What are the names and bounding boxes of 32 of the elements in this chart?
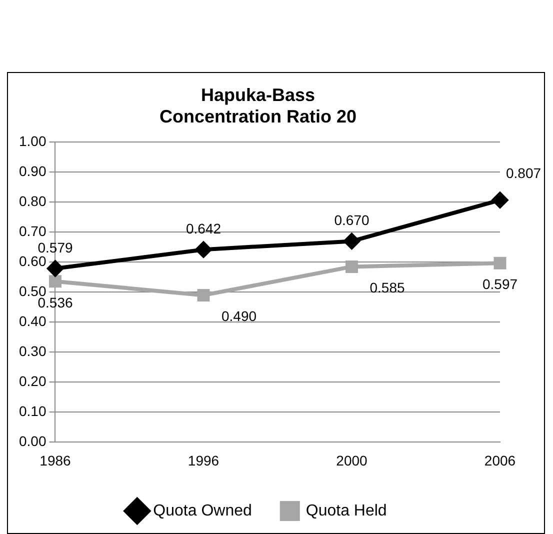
y-tick-label: 0.40 — [19, 313, 46, 330]
data-label: 0.597 — [482, 276, 518, 292]
point — [49, 275, 62, 288]
y-tick-label: 0.00 — [19, 433, 46, 450]
data-label: 0.642 — [186, 220, 222, 236]
legend-label: Quota Owned — [153, 502, 252, 520]
point — [492, 192, 508, 208]
point — [346, 260, 358, 273]
y-tick-label: 0.80 — [19, 193, 46, 210]
x-tick-label: 2000 — [336, 452, 368, 468]
data-label: 0.670 — [334, 212, 370, 228]
point — [344, 233, 360, 250]
data-label: 0.807 — [506, 164, 542, 181]
x-tick-label: 1996 — [188, 452, 220, 468]
data-label: 0.585 — [370, 280, 405, 296]
x-tick-label: 2006 — [484, 452, 516, 468]
legend-label: Quota Held — [306, 502, 387, 520]
y-tick-label: 0.60 — [19, 253, 46, 270]
x-tick-label: 1986 — [40, 452, 72, 468]
point — [196, 242, 212, 258]
point — [47, 260, 64, 276]
y-tick-label: 0.30 — [19, 343, 46, 360]
data-label: 0.490 — [222, 308, 257, 324]
y-tick-label: 0.70 — [19, 223, 46, 240]
y-tick-label: 0.20 — [19, 373, 46, 390]
data-label: 0.579 — [38, 239, 73, 256]
y-tick-label: 1.00 — [19, 133, 46, 150]
y-tick-label: 0.10 — [19, 403, 46, 420]
point — [197, 288, 210, 302]
y-tick-label: 0.90 — [19, 163, 46, 180]
chart-title: Hapuka-Bass Concentration Ratio 20 — [159, 84, 357, 126]
point — [494, 256, 506, 270]
